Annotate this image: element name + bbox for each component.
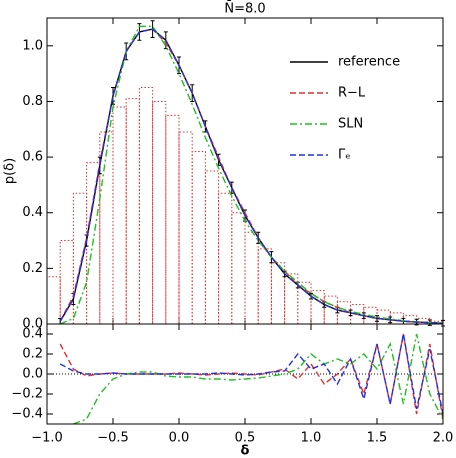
- histogram-step: [402, 315, 418, 324]
- series-line: [59, 28, 444, 324]
- histogram-step: [204, 170, 220, 324]
- histogram-step: [270, 262, 286, 324]
- histogram-step: [231, 212, 246, 324]
- histogram-step: [59, 240, 74, 324]
- y-tick-label: 0.6: [22, 150, 43, 165]
- histogram-step: [125, 98, 140, 324]
- series-line: [59, 333, 444, 420]
- y-tick-label: −0.4: [11, 407, 43, 422]
- histogram-step: [165, 114, 180, 324]
- histogram-step: [178, 131, 193, 324]
- legend-label: Γₑ: [338, 148, 351, 163]
- histogram-step: [46, 276, 61, 324]
- x-tick-label: −1.0: [31, 431, 63, 446]
- series-line: [59, 333, 444, 415]
- histogram-step: [191, 151, 206, 324]
- y-tick-label: 1.0: [22, 38, 43, 53]
- histogram-step: [138, 87, 154, 324]
- y-tick-label: 0.2: [22, 347, 43, 362]
- x-tick-label: −0.5: [97, 431, 129, 446]
- y-tick-label: 0.2: [22, 261, 43, 276]
- series-line: [59, 28, 444, 324]
- histogram-step: [244, 231, 259, 324]
- histogram-step: [389, 312, 404, 324]
- legend-label: R−L: [338, 86, 366, 101]
- plot-frame: [46, 323, 444, 425]
- error-bar: [375, 315, 379, 322]
- y-tick-label: 0.0: [22, 317, 43, 332]
- x-tick-label: 1.5: [367, 431, 388, 446]
- series-line: [59, 25, 444, 325]
- histogram-step: [257, 248, 272, 324]
- error-bar: [111, 87, 115, 105]
- histogram-step: [152, 100, 167, 324]
- histogram-step: [72, 192, 88, 324]
- series-line: [59, 28, 444, 324]
- histogram-step: [323, 295, 338, 324]
- x-tick-label: 2.0: [433, 431, 454, 446]
- x-axis-label: δ: [241, 444, 250, 458]
- y-tick-label: 0.4: [22, 327, 43, 342]
- y-axis-label: p(δ): [3, 158, 18, 184]
- x-tick-label: 0.5: [235, 431, 256, 446]
- y-tick-label: 0.4: [22, 205, 43, 220]
- legend-label: reference: [338, 55, 400, 70]
- histogram-step: [284, 273, 299, 324]
- series-line: [73, 333, 444, 425]
- x-tick-label: 1.0: [301, 431, 322, 446]
- y-tick-label: 0.8: [22, 94, 43, 109]
- y-tick-label: 0.0: [22, 367, 43, 382]
- x-tick-label: 0.0: [169, 431, 190, 446]
- histogram-step: [112, 106, 127, 324]
- histogram-step: [218, 192, 233, 324]
- legend-label: SLN: [338, 117, 363, 132]
- y-tick-label: −0.2: [11, 387, 43, 402]
- chart-title: N̄=8.0: [224, 1, 265, 16]
- histogram-step: [99, 131, 114, 324]
